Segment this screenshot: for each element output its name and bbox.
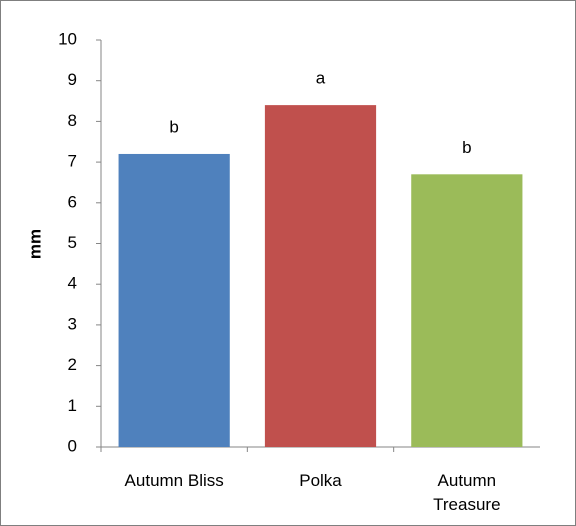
y-tick-label: 9	[68, 70, 77, 89]
y-tick-label: 2	[68, 355, 77, 374]
y-tick-label: 8	[68, 111, 77, 130]
y-tick-label: 7	[68, 152, 77, 171]
bar	[411, 174, 523, 447]
y-tick-label: 3	[68, 314, 77, 333]
annotation: b	[169, 117, 178, 136]
y-tick-label: 4	[68, 274, 77, 293]
x-tick-label: Autumn Bliss	[124, 471, 224, 490]
y-tick-label: 6	[68, 192, 77, 211]
x-tick-label: Autumn Treasure	[433, 471, 501, 514]
y-tick-label: 10	[58, 29, 77, 48]
y-tick-label: 5	[68, 233, 77, 252]
bar	[118, 153, 230, 447]
annotation: b	[462, 138, 471, 157]
y-tick-label: 0	[68, 436, 77, 455]
y-tick-label: 1	[68, 396, 77, 415]
annotation: a	[316, 69, 326, 88]
y-axis-label: mm	[25, 229, 44, 259]
bar	[264, 105, 377, 448]
x-tick-label: Polka	[299, 471, 342, 490]
